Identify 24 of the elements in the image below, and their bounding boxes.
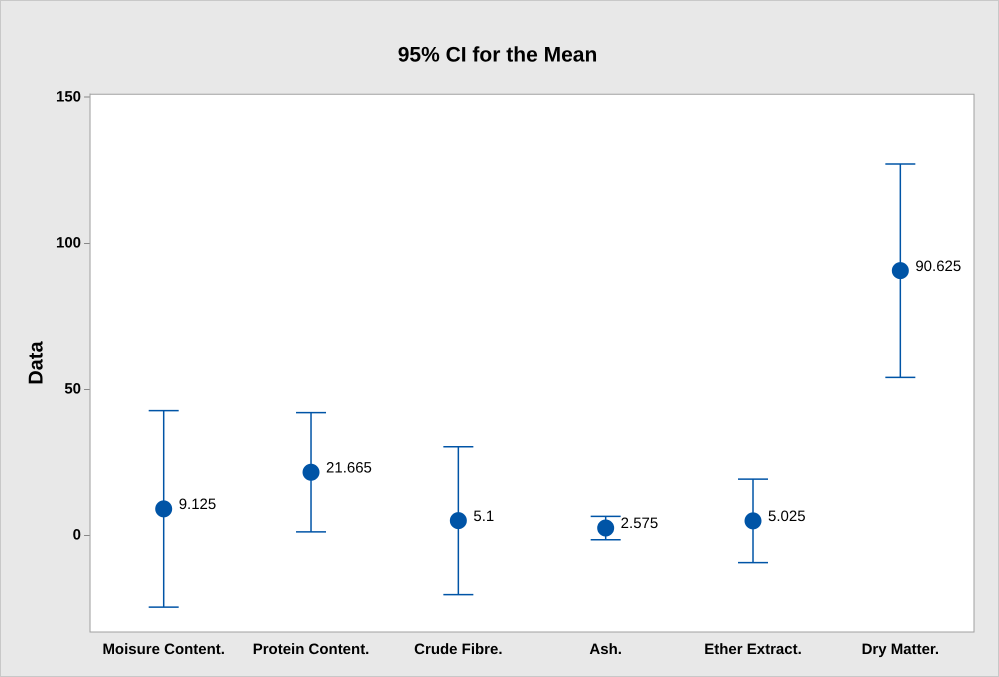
x-tick-label: Crude Fibre. xyxy=(414,641,503,658)
data-label: 21.665 xyxy=(326,459,372,476)
x-tick-label: Ether Extract. xyxy=(704,641,802,658)
data-label: 5.025 xyxy=(768,508,806,525)
point xyxy=(302,464,320,481)
data-label: 90.625 xyxy=(915,258,962,275)
x-tick-label: Protein Content. xyxy=(252,641,370,658)
x-tick-label: Ash. xyxy=(589,641,622,658)
data-label: 2.575 xyxy=(620,515,658,532)
chart-title: 95% CI for the Mean xyxy=(398,43,598,66)
data-label: 9.125 xyxy=(178,496,216,514)
y-tick-label: 150 xyxy=(56,88,82,106)
point xyxy=(744,512,762,530)
point xyxy=(155,500,172,518)
x-tick-label: Dry Matter. xyxy=(862,641,940,658)
y-tick-label: 50 xyxy=(64,380,82,398)
y-axis-title: Data xyxy=(26,340,48,385)
point xyxy=(450,512,467,530)
point xyxy=(892,262,909,280)
point xyxy=(597,520,614,537)
data-label: 5.1 xyxy=(473,508,494,525)
y-tick-label: 100 xyxy=(56,234,82,252)
x-tick-label: Moisure Content. xyxy=(102,641,225,658)
y-tick-label: 0 xyxy=(72,526,82,544)
